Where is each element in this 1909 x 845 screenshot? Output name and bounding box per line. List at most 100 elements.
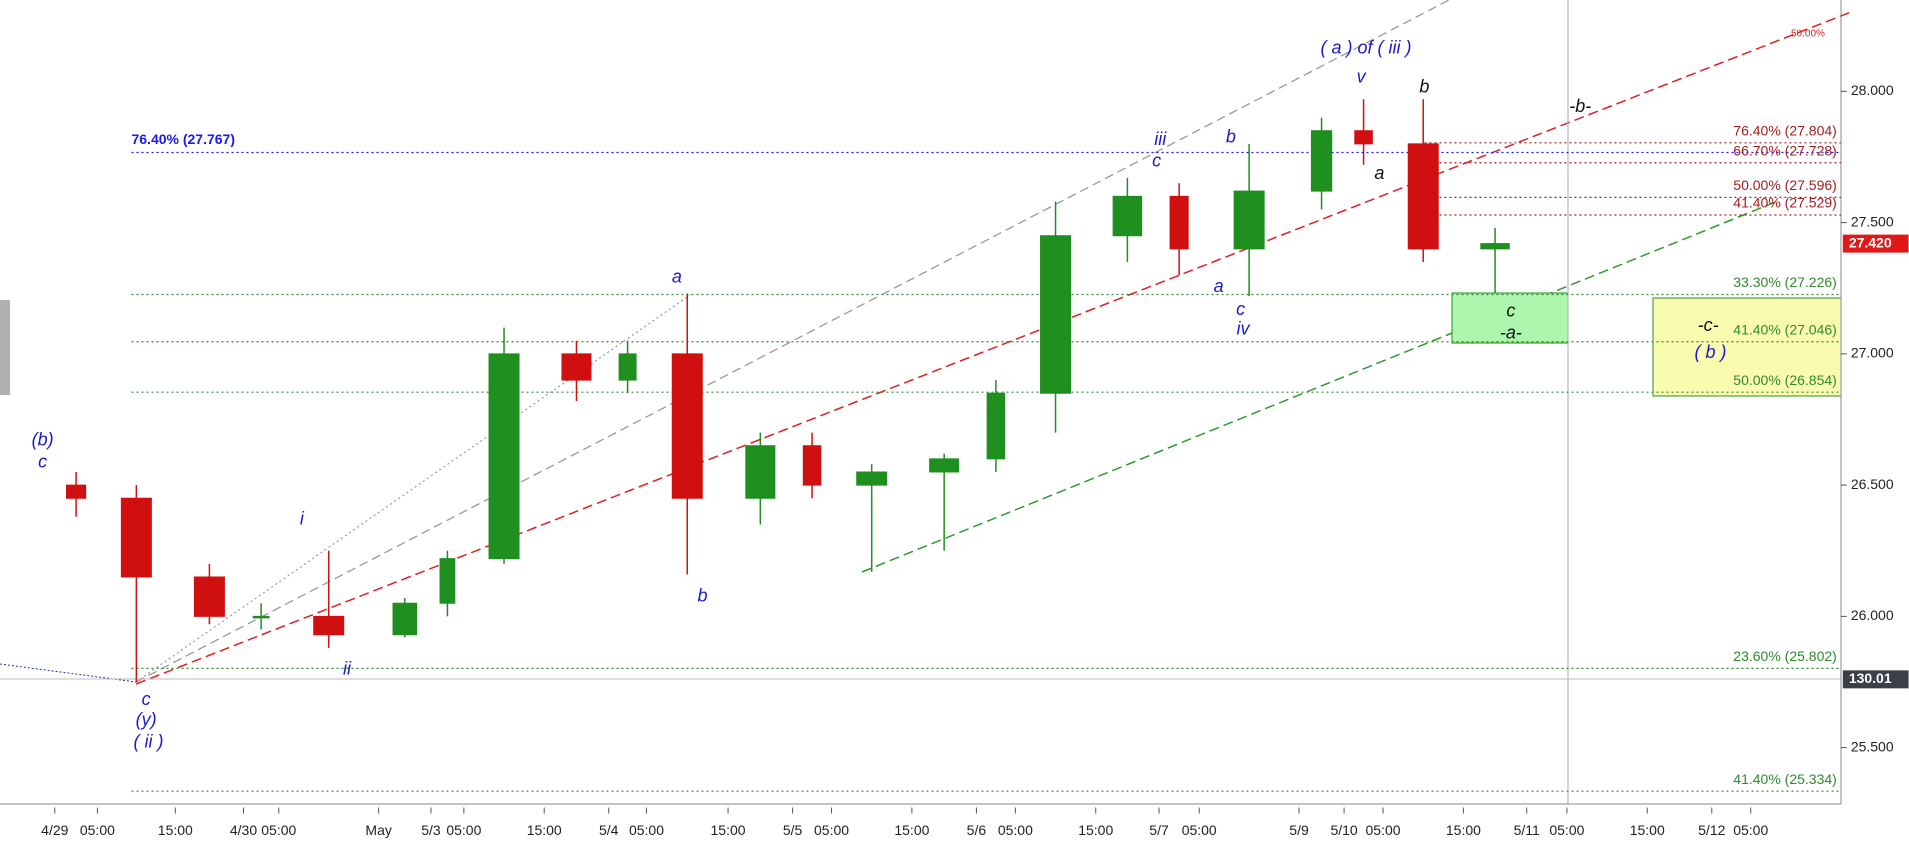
- x-tick-label: 05:00: [1733, 822, 1768, 838]
- wave-label: (b): [32, 429, 54, 449]
- channel-line: [135, 11, 1852, 685]
- candle-body: [1407, 143, 1439, 250]
- wave-label: ( a ) of ( iii ): [1320, 37, 1411, 57]
- fib-label: 76.40% (27.767): [131, 131, 235, 147]
- wave-label: v: [1357, 67, 1367, 87]
- candle-body: [1233, 190, 1265, 250]
- wave-label: a: [1214, 276, 1224, 296]
- fib-label: 50.00% (26.854): [1733, 372, 1837, 388]
- candle-body: [618, 353, 637, 381]
- y-tick-label: 26.000: [1851, 607, 1894, 623]
- x-tick-label: 15:00: [894, 822, 929, 838]
- wave-label: ( b ): [1695, 342, 1727, 362]
- wave-label: (y): [136, 709, 157, 729]
- last-price-tag: [1842, 234, 1909, 253]
- x-tick-label: 05:00: [446, 822, 481, 838]
- wave-label: b: [697, 585, 707, 605]
- candle-body: [1480, 243, 1510, 250]
- candle-body: [439, 558, 456, 604]
- candle-body: [392, 602, 418, 636]
- candle-body: [1112, 195, 1143, 237]
- candle-body: [313, 615, 345, 636]
- candle-body: [745, 445, 776, 499]
- indicator-label: 130.01: [1849, 670, 1892, 686]
- x-tick-label: 05:00: [1366, 822, 1401, 838]
- fib-label: 41.40% (27.046): [1733, 321, 1837, 337]
- x-tick-label: 5/11: [1514, 822, 1540, 838]
- candle-body: [986, 392, 1006, 460]
- wave-label: a: [1374, 163, 1384, 183]
- candle-body: [1169, 195, 1189, 250]
- wave-label: ii: [343, 658, 352, 678]
- x-tick-label: 05:00: [261, 822, 296, 838]
- wave-label: i: [300, 509, 305, 529]
- candle-body: [561, 353, 592, 381]
- y-tick-label: 27.000: [1851, 345, 1894, 361]
- wave-label: c: [1236, 299, 1245, 319]
- x-tick-label: 4/29: [41, 822, 68, 838]
- x-tick-label: 5/9: [1289, 822, 1309, 838]
- y-tick-label: 27.500: [1851, 213, 1894, 229]
- wave-label: -a-: [1500, 322, 1522, 342]
- fib-label: 50.00%: [1791, 29, 1825, 40]
- x-tick-label: 15:00: [711, 822, 746, 838]
- x-tick-label: 05:00: [1549, 822, 1584, 838]
- target-box: [1451, 292, 1569, 344]
- x-tick-label: 5/10: [1330, 822, 1357, 838]
- candle-body: [856, 471, 888, 486]
- last-price-label: 27.420: [1849, 234, 1892, 250]
- target-box: [1652, 297, 1842, 397]
- wave-label: -b-: [1569, 96, 1591, 116]
- x-tick-label: 4/30: [230, 822, 257, 838]
- wave-label: -c-: [1698, 315, 1719, 335]
- channel-line: [135, 0, 1450, 683]
- side-tab: [0, 300, 10, 395]
- x-tick-label: 15:00: [1078, 822, 1113, 838]
- wave-label: c: [1506, 300, 1515, 320]
- y-tick-label: 26.500: [1851, 476, 1894, 492]
- drawing-layer: [0, 0, 1852, 805]
- candle-body: [193, 576, 225, 617]
- x-tick-label: 05:00: [629, 822, 664, 838]
- candle-body: [488, 353, 520, 560]
- fib-label: 76.40% (27.804): [1733, 123, 1837, 139]
- y-tick-label: 25.500: [1851, 738, 1894, 754]
- candle-body: [66, 484, 87, 499]
- wave-label: iii: [1154, 129, 1167, 149]
- fib-label: 41.40% (25.334): [1733, 771, 1837, 787]
- y-tick-label: 28.000: [1851, 82, 1894, 98]
- fib-label: 23.60% (25.802): [1733, 648, 1837, 664]
- wave-label: c: [38, 451, 47, 471]
- x-tick-label: 05:00: [80, 822, 115, 838]
- wave-label: ( ii ): [134, 731, 164, 751]
- indicator-tag: [1842, 670, 1909, 689]
- fib-label: 66.70% (27.728): [1733, 142, 1837, 158]
- candle-body: [252, 615, 270, 619]
- x-tick-label: 5/6: [967, 822, 987, 838]
- x-tick-label: 5/4: [599, 822, 619, 838]
- wave-label: b: [1419, 76, 1429, 96]
- wave-label: c: [1152, 151, 1161, 171]
- x-tick-label: May: [365, 822, 391, 838]
- x-tick-label: 15:00: [527, 822, 562, 838]
- wave-label: iv: [1237, 319, 1251, 339]
- wave-label: b: [1226, 126, 1236, 146]
- x-tick-label: 15:00: [1630, 822, 1665, 838]
- candle-body: [1040, 235, 1072, 394]
- x-tick-label: 5/7: [1149, 822, 1169, 838]
- x-tick-label: 05:00: [814, 822, 849, 838]
- fib-label: 50.00% (27.596): [1733, 177, 1837, 193]
- candle-body: [1310, 130, 1333, 192]
- trend-line: [0, 663, 137, 683]
- candle-body: [1354, 130, 1373, 145]
- candle-body: [120, 497, 152, 578]
- x-tick-label: 5/3: [421, 822, 441, 838]
- candle-body: [929, 458, 960, 473]
- x-tick-label: 05:00: [1182, 822, 1217, 838]
- wave-label: a: [672, 266, 682, 286]
- candle-body: [671, 353, 703, 499]
- x-tick-label: 05:00: [998, 822, 1033, 838]
